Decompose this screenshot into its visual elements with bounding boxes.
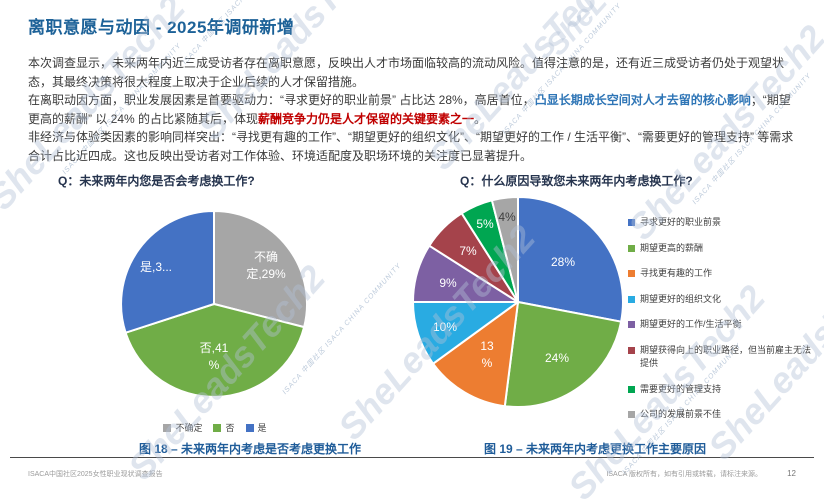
legend-label-company-outlook: 公司的发展前景不佳	[640, 409, 722, 419]
legend-item-salary: 期望更高的薪酬	[628, 242, 814, 256]
pie2-slice-interesting-work	[432, 301, 519, 408]
body-text: 本次调查显示，未来两年内近三成受访者存在离职意愿，反映出人才市场面临较高的流动风…	[28, 54, 800, 166]
legend-marker-career-path	[628, 346, 635, 354]
legend-item-no: 否	[213, 421, 235, 434]
pie-chart-right: 28% 24% 13% 10% 9% 7% 5% 4%	[411, 196, 624, 408]
pie1-label-yes: 是,3...	[140, 260, 172, 274]
pie2-label-28: 28%	[551, 255, 575, 269]
figure-19-caption: 图 19 – 未来两年内考虑更换工作主要原因	[483, 442, 707, 456]
legend-marker-uncertain	[163, 423, 172, 432]
legend-marker-company-outlook	[628, 411, 635, 418]
legend-item-interesting-work: 寻找更有趣的工作	[628, 267, 814, 281]
legend-label-career-path: 期望获得向上的职业路径，但当前雇主无法提供	[640, 344, 812, 369]
pie1-slice-yes	[120, 210, 215, 334]
legend-label-yes: 是	[257, 423, 267, 433]
legend-item-yes: 是	[245, 421, 267, 434]
paragraph-2-part-a: 在离职动因方面，职业发展因素是首要驱动力：“寻求更好的职业前景” 占比达 28%…	[28, 93, 535, 108]
legend-label-work-life-balance: 期望更好的工作/生活平衡	[640, 319, 742, 329]
pie1-slice-uncertain	[213, 210, 309, 329]
pie2-label-5: 5%	[476, 217, 494, 231]
legend-marker-career	[628, 219, 635, 226]
legend-label-uncertain: 不确定	[175, 423, 203, 433]
pie-chart-left: 不确定,29% 否,41% 是,3...	[120, 210, 309, 398]
paragraph-2: 在离职动因方面，职业发展因素是首要驱动力：“寻求更好的职业前景” 占比达 28%…	[28, 91, 800, 128]
legend-item-work-life-balance: 期望更好的工作/生活平衡	[628, 318, 814, 332]
question-left: Q：未来两年内您是否会考虑换工作?	[58, 174, 255, 188]
pie2-slice-company-outlook	[490, 196, 519, 303]
legend-right: 寻求更好的职业前景 期望更高的薪酬 寻找更有趣的工作 期望更好的组织文化 期望更…	[628, 216, 814, 434]
paragraph-1: 本次调查显示，未来两年内近三成受访者存在离职意愿，反映出人才市场面临较高的流动风…	[28, 56, 785, 89]
pie2-label-13: 13%	[480, 339, 494, 370]
legend-item-career-path: 期望获得向上的职业路径，但当前雇主无法提供	[628, 344, 814, 371]
pie2-label-7: 7%	[459, 244, 477, 258]
pie2-label-9: 9%	[439, 276, 457, 290]
legend-marker-interesting-work	[628, 270, 635, 277]
legend-left: 不确定 否 是	[115, 421, 315, 434]
footer-report-name: ISACA中国社区2025女性职业现状调查报告	[28, 471, 163, 478]
page-number: 12	[787, 469, 796, 478]
legend-marker-work-life-balance	[628, 321, 635, 328]
footer-divider	[10, 457, 814, 458]
legend-marker-salary	[628, 244, 635, 252]
legend-marker-no	[213, 423, 222, 432]
legend-label-interesting-work: 寻找更有趣的工作	[640, 268, 713, 278]
paragraph-2-part-c: 。	[474, 111, 487, 126]
paragraph-2-part-b: ；“期望更高的薪酬” 以 24% 的占比紧随其后，体现	[28, 93, 791, 126]
paragraph-2-highlight-blue: 凸显长期成长空间对人才去留的核心影响	[534, 93, 751, 108]
legend-label-management-support: 需要更好的管理支持	[640, 383, 722, 394]
pie2-label-4: 4%	[498, 210, 516, 224]
pie2-slice-career	[517, 196, 624, 323]
figure-18-caption: 图 18 – 未来两年内考虑是否考虑更换工作	[138, 442, 362, 456]
pie1-label-no: 否,41%	[200, 341, 229, 372]
legend-item-uncertain: 不确定	[163, 421, 202, 434]
pie1-label-uncertain: 不确定,29%	[246, 250, 286, 281]
paragraph-2-highlight-red: 薪酬竞争力仍是人才保留的关键要素之一	[258, 111, 475, 126]
legend-item-career: 寻求更好的职业前景	[628, 216, 814, 230]
legend-marker-yes	[245, 423, 254, 432]
legend-marker-culture	[628, 295, 635, 303]
legend-label-salary: 期望更高的薪酬	[640, 242, 704, 253]
legend-marker-management-support	[628, 385, 635, 393]
paragraph-3: 非经济与体验类因素的影响同样突出：“寻找更有趣的工作”、“期望更好的组织文化”、…	[28, 130, 794, 163]
legend-label-career: 寻求更好的职业前景	[640, 217, 722, 227]
legend-label-no: 否	[225, 423, 235, 433]
footer-copyright: ISACA 版权所有，如有引用或转载，请标注来源。	[606, 471, 762, 478]
legend-item-culture: 期望更好的组织文化	[628, 293, 814, 307]
pie2-slice-salary	[503, 301, 623, 408]
pie2-label-10: 10%	[433, 320, 457, 334]
legend-item-management-support: 需要更好的管理支持	[628, 383, 814, 397]
pie1-slice-no	[124, 303, 306, 398]
question-right: Q：什么原因导致您未来两年内考虑换工作?	[460, 174, 693, 188]
legend-item-company-outlook: 公司的发展前景不佳	[628, 408, 814, 422]
pie2-label-24: 24%	[545, 351, 569, 365]
page-title: 离职意愿与动因 - 2025年调研新增	[28, 18, 295, 37]
legend-label-culture: 期望更好的组织文化	[640, 293, 722, 304]
